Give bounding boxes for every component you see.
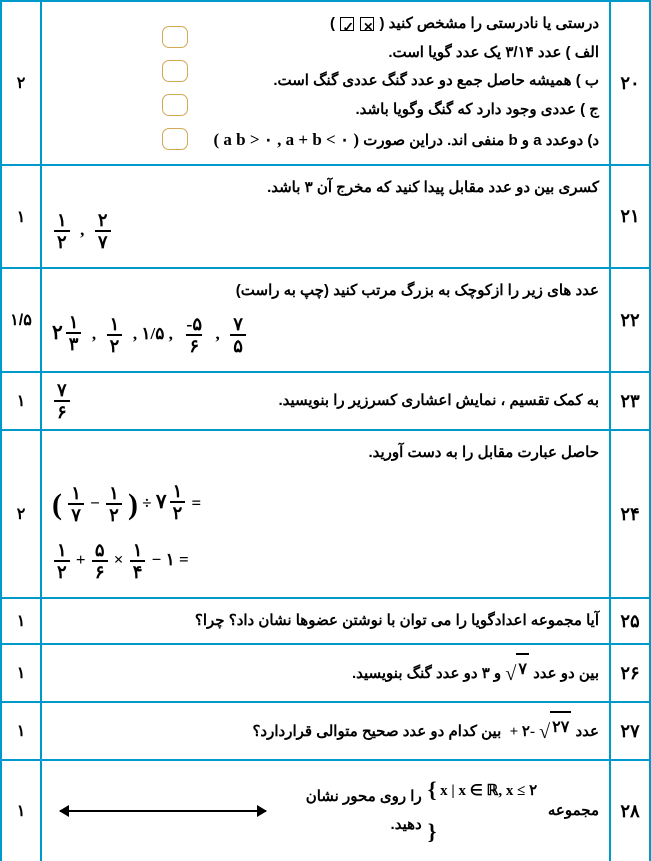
q20-title: درستی یا نادرستی را مشخص کنید bbox=[389, 15, 599, 32]
q-content: بین دو عدد √۷ و ۳ دو عدد گنگ بنویسید. bbox=[40, 645, 609, 701]
q-content: کسری بین دو عدد مقابل پیدا کنید که مخرج … bbox=[40, 166, 609, 267]
answer-box[interactable] bbox=[162, 94, 188, 116]
q22-text: عدد های زیر را ازکوچک به بزرگ مرتب کنید … bbox=[52, 277, 599, 306]
q-content: درستی یا نادرستی را مشخص کنید ( ) الف ) … bbox=[40, 2, 609, 164]
q20-d-math: ( a b > ۰ , a + b < ۰ ) bbox=[213, 124, 359, 156]
exam-table: ۲۰ درستی یا نادرستی را مشخص کنید ( ) الف… bbox=[0, 0, 651, 861]
q-score: ۱ bbox=[2, 166, 40, 267]
q27-pre: عدد bbox=[575, 723, 599, 740]
q25-text: آیا مجموعه اعدادگویا را می توان با نوشتن… bbox=[52, 607, 599, 636]
q-content: عدد های زیر را ازکوچک به بزرگ مرتب کنید … bbox=[40, 269, 609, 372]
q21-math: ۱۲ , ۲۷ bbox=[52, 211, 599, 251]
q-number: ۲۲ bbox=[609, 269, 649, 372]
q-number: ۲۰ bbox=[609, 2, 649, 164]
q28-pre: مجموعه bbox=[548, 797, 599, 826]
answer-box[interactable] bbox=[162, 26, 188, 48]
row-21: ۲۱ کسری بین دو عدد مقابل پیدا کنید که مخ… bbox=[2, 166, 649, 269]
q-content: به کمک تقسیم ، نمایش اعشاری کسرزیر را بن… bbox=[40, 373, 609, 429]
q26-pre: بین دو عدد bbox=[533, 665, 599, 682]
q27-plus: + ۲- bbox=[510, 718, 535, 747]
row-24: ۲۴ حاصل عبارت مقابل را به دست آورید. ( ۱… bbox=[2, 431, 649, 599]
sqrt-icon: √۷ bbox=[505, 653, 529, 693]
sqrt-icon: √۲۷ bbox=[539, 711, 571, 751]
q-number: ۲۸ bbox=[609, 761, 649, 861]
row-28: ۲۸ مجموعه { x | x ∈ ℝ, x ≤ ۲ } را روی مح… bbox=[2, 761, 649, 861]
q24-expr1: ( ۱۷ − ۱۲ ) ÷ ۷۱۲ = bbox=[52, 476, 599, 533]
row-27: ۲۷ عدد √۲۷ + ۲- بین کدام دو عدد صحیح متو… bbox=[2, 703, 649, 761]
row-25: ۲۵ آیا مجموعه اعدادگویا را می توان با نو… bbox=[2, 599, 649, 646]
q23-text: به کمک تقسیم ، نمایش اعشاری کسرزیر را بن… bbox=[278, 387, 599, 416]
row-20: ۲۰ درستی یا نادرستی را مشخص کنید ( ) الف… bbox=[2, 2, 649, 166]
row-23: ۲۳ به کمک تقسیم ، نمایش اعشاری کسرزیر را… bbox=[2, 373, 649, 431]
row-22: ۲۲ عدد های زیر را ازکوچک به بزرگ مرتب کن… bbox=[2, 269, 649, 374]
q-number: ۲۱ bbox=[609, 166, 649, 267]
q26-mid: و ۳ دو عدد گنگ بنویسید. bbox=[352, 665, 501, 682]
q-score: ۲ bbox=[2, 431, 40, 597]
q24-text: حاصل عبارت مقابل را به دست آورید. bbox=[52, 439, 599, 468]
q28-set: { x | x ∈ ℝ, x ≤ ۲ } bbox=[428, 769, 542, 853]
q-content: حاصل عبارت مقابل را به دست آورید. ( ۱۷ −… bbox=[40, 431, 609, 597]
check-icon bbox=[340, 17, 354, 31]
q-score: ۱ bbox=[2, 703, 40, 759]
q-number: ۲۳ bbox=[609, 373, 649, 429]
answer-boxes bbox=[162, 22, 188, 154]
q-number: ۲۴ bbox=[609, 431, 649, 597]
row-26: ۲۶ بین دو عدد √۷ و ۳ دو عدد گنگ بنویسید.… bbox=[2, 645, 649, 703]
q27-post: بین کدام دو عدد صحیح متوالی قراردارد؟ bbox=[252, 723, 501, 740]
q-score: ۲ bbox=[2, 2, 40, 164]
q-number: ۲۷ bbox=[609, 703, 649, 759]
q-number: ۲۶ bbox=[609, 645, 649, 701]
answer-box[interactable] bbox=[162, 128, 188, 150]
answer-box[interactable] bbox=[162, 60, 188, 82]
q21-text: کسری بین دو عدد مقابل پیدا کنید که مخرج … bbox=[52, 174, 599, 203]
q20-d-pre: د) دوعدد a و b منفی اند. دراین صورت bbox=[363, 132, 599, 149]
q-score: ۱/۵ bbox=[2, 269, 40, 372]
number-line-icon bbox=[60, 810, 266, 812]
q28-post: را روی محور نشان دهید. bbox=[280, 783, 422, 840]
q-score: ۱ bbox=[2, 645, 40, 701]
q20-b: ب ) همیشه حاصل جمع دو عدد گنگ عددی گنگ ا… bbox=[52, 67, 599, 96]
q-content: مجموعه { x | x ∈ ℝ, x ≤ ۲ } را روی محور … bbox=[40, 761, 609, 861]
q-content: عدد √۲۷ + ۲- بین کدام دو عدد صحیح متوالی… bbox=[40, 703, 609, 759]
q-score: ۱ bbox=[2, 761, 40, 861]
q-score: ۱ bbox=[2, 599, 40, 644]
q23-frac: ۷۶ bbox=[54, 381, 70, 421]
q22-math: ۲۱۳ , ۱۲ , ۱/۵ , -۵۶ , ۷۵ bbox=[52, 313, 599, 355]
q20-a: الف ) عدد ۳/۱۴ یک عدد گویا است. bbox=[52, 39, 599, 68]
q-content: آیا مجموعه اعدادگویا را می توان با نوشتن… bbox=[40, 599, 609, 644]
q24-expr2: ۱۲ + ۵۶ × ۱۴ − ۱ = bbox=[52, 541, 599, 581]
cross-icon bbox=[360, 17, 374, 31]
q-score: ۱ bbox=[2, 373, 40, 429]
q20-c: ج ) عددی وجود دارد که گنگ وگویا باشد. bbox=[52, 96, 599, 125]
q-number: ۲۵ bbox=[609, 599, 649, 644]
